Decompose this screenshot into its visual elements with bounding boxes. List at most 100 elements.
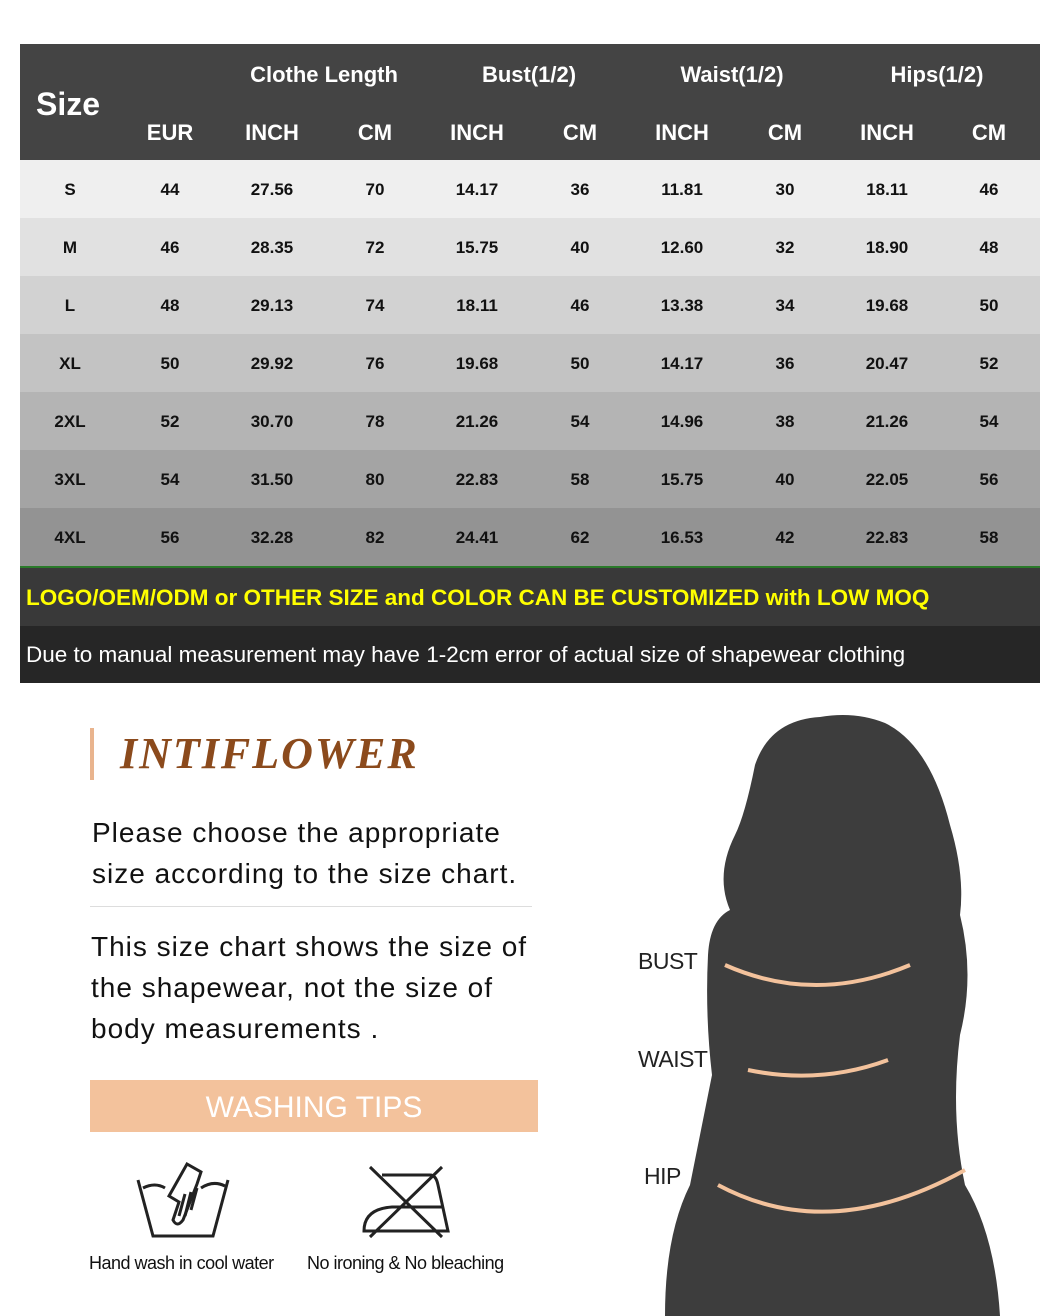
table-cell: 48 (979, 238, 999, 257)
hand-wash-label: Hand wash in cool water (89, 1253, 274, 1273)
divider (90, 906, 532, 907)
table-row: XL 50 29.92 76 19.68 50 14.17 36 20.47 52 (20, 334, 1040, 392)
table-cell: 30 (775, 180, 795, 199)
table-cell: 20.47 (865, 354, 909, 373)
table-cell: XL (59, 354, 81, 373)
table-cell: 18.11 (866, 180, 908, 199)
table-row: S 44 27.56 70 14.17 36 11.81 30 18.11 46 (20, 160, 1040, 218)
table-cell: 19.68 (865, 296, 909, 315)
table-cell: 56 (160, 528, 180, 547)
table-cell: 50 (570, 354, 590, 373)
table-cell: 74 (365, 296, 385, 315)
table-cell: 52 (160, 412, 180, 431)
customization-banner: LOGO/OEM/ODM or OTHER SIZE and COLOR CAN… (20, 566, 1040, 626)
table-cell: 29.92 (250, 354, 294, 373)
table-cell: 16.53 (660, 528, 704, 547)
table-cell: 15.75 (660, 470, 704, 489)
table-cell: 62 (570, 528, 590, 547)
unit-header: CM (767, 120, 803, 145)
table-cell: 12.60 (660, 238, 704, 257)
table-cell: 56 (979, 470, 999, 489)
table-cell: 14.17 (660, 354, 704, 373)
table-cell: 46 (979, 180, 999, 199)
table-cell: 46 (570, 296, 590, 315)
unit-header: INCH (450, 120, 504, 145)
table-cell: S (64, 180, 76, 199)
shapewear-note-text: This size chart shows the size of the sh… (91, 926, 527, 1049)
table-row: M 46 28.35 72 15.75 40 12.60 32 18.90 48 (20, 218, 1040, 276)
table-cell: 46 (160, 238, 180, 257)
table-cell: 28.35 (250, 238, 294, 257)
unit-header: CM (357, 120, 393, 145)
table-cell: 50 (160, 354, 180, 373)
no-ironing-label: No ironing & No bleaching (307, 1253, 504, 1273)
no-ironing-icon (362, 1165, 450, 1239)
unit-header: INCH (245, 120, 299, 145)
table-cell: M (62, 238, 78, 257)
table-cell: 38 (775, 412, 795, 431)
table-row: L 48 29.13 74 18.11 46 13.38 34 19.68 50 (20, 276, 1040, 334)
hip-label: HIP (644, 1163, 681, 1189)
brand-logo: INTIFLOWER (90, 728, 419, 780)
table-cell: 32.28 (250, 528, 294, 547)
body-silhouette (665, 715, 1000, 1316)
table-cell: 15.75 (455, 238, 499, 257)
size-table: Size Clothe Length Bust(1/2) Waist(1/2) … (20, 44, 1040, 683)
table-cell: 3XL (54, 470, 86, 489)
table-cell: 18.11 (456, 296, 498, 315)
text-line: Please choose the appropriate (92, 817, 501, 848)
unit-header: CM (971, 120, 1007, 145)
table-cell: 11.81 (661, 180, 703, 199)
table-cell: 36 (775, 354, 795, 373)
group-hips: Hips(1/2) (890, 62, 984, 87)
text-line: This size chart shows the size of (91, 931, 528, 962)
table-row: 4XL 56 32.28 82 24.41 62 16.53 42 22.83 58 (20, 508, 1040, 566)
text-line: body measurements . (91, 1013, 380, 1044)
table-header: Size Clothe Length Bust(1/2) Waist(1/2) … (20, 44, 1040, 160)
table-cell: 18.90 (865, 238, 909, 257)
size-advice-text: Please choose the appropriate size accor… (92, 812, 517, 894)
table-cell: 14.96 (660, 412, 704, 431)
hand-wash-icon (136, 1161, 230, 1238)
table-cell: 31.50 (250, 470, 294, 489)
table-cell: 54 (570, 412, 590, 431)
table-cell: 32 (775, 238, 795, 257)
table-cell: 82 (365, 528, 385, 547)
table-cell: 27.56 (250, 180, 294, 199)
table-cell: 44 (160, 180, 180, 199)
table-cell: 24.41 (455, 528, 499, 547)
washing-tips-title: WASHING TIPS (90, 1080, 538, 1132)
table-cell: 19.68 (455, 354, 499, 373)
group-bust: Bust(1/2) (481, 62, 577, 87)
unit-header: EUR (146, 120, 194, 145)
text-line: size according to the size chart. (92, 858, 518, 889)
text-line: the shapewear, not the size of (91, 972, 494, 1003)
table-cell: 80 (365, 470, 385, 489)
table-cell: 30.70 (250, 412, 294, 431)
table-cell: 21.26 (455, 412, 499, 431)
table-cell: 54 (979, 412, 999, 431)
bust-label: BUST (638, 948, 698, 974)
waist-label: WAIST (638, 1046, 708, 1072)
table-cell: 14.17 (455, 180, 499, 199)
table-cell: 70 (365, 180, 385, 199)
group-clothe-length: Clothe Length (250, 62, 398, 87)
table-cell: 2XL (54, 412, 86, 431)
table-cell: L (64, 296, 76, 315)
measurement-note: Due to manual measurement may have 1-2cm… (20, 626, 1040, 683)
table-cell: 13.38 (660, 296, 704, 315)
table-cell: 40 (570, 238, 590, 257)
unit-header: INCH (655, 120, 709, 145)
table-cell: 50 (979, 296, 999, 315)
table-cell: 42 (775, 528, 795, 547)
table-cell: 22.05 (865, 470, 909, 489)
table-cell: 78 (365, 412, 385, 431)
unit-header: CM (562, 120, 598, 145)
table-cell: 22.83 (455, 470, 499, 489)
table-cell: 21.26 (865, 412, 909, 431)
table-cell: 58 (979, 528, 999, 547)
table-cell: 76 (365, 354, 385, 373)
table-cell: 22.83 (865, 528, 909, 547)
table-cell: 4XL (54, 528, 86, 547)
